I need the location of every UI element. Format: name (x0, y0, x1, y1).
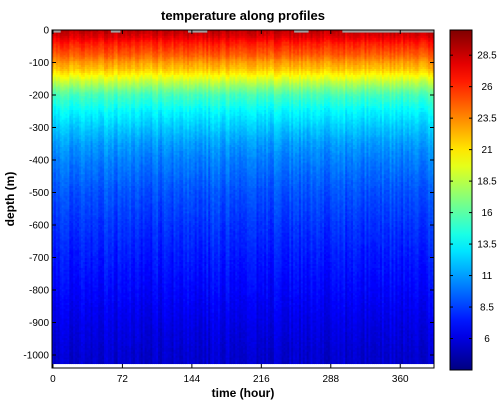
plot-area: 0 72 144 216 288 360 0-100-200-300-400-500-60… (23, 26, 434, 386)
chart-title: temperature along profiles (161, 8, 325, 23)
heatmap-cells (52, 30, 435, 364)
